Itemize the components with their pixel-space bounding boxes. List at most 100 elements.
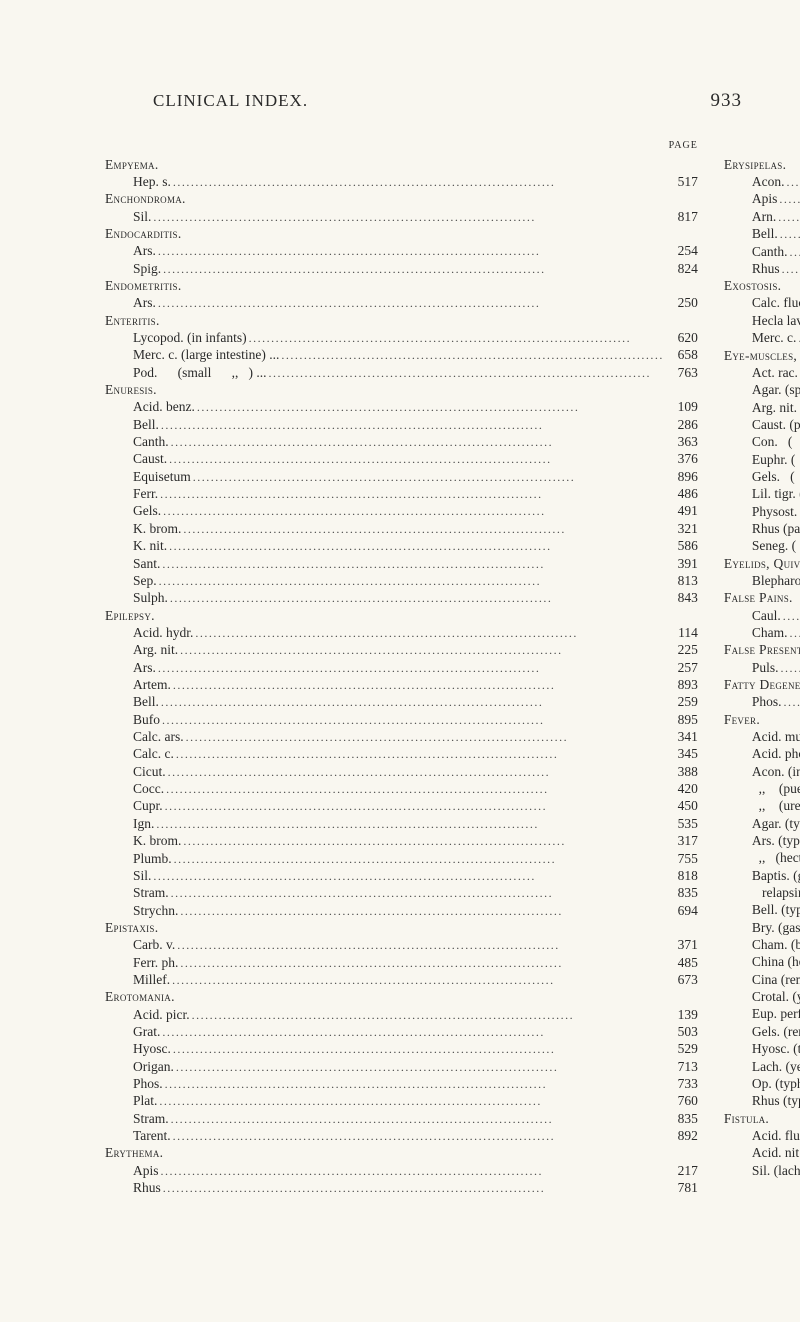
index-entry: Acid. hydr.114 [105, 624, 698, 641]
entry-label: Fatty Degeneration. [724, 676, 800, 693]
entry-label: Apis [752, 190, 778, 207]
entry-label: Empyema. [105, 156, 159, 173]
entry-page: 760 [666, 1092, 698, 1109]
leader-dots [171, 175, 666, 190]
entry-label: Strychn. [133, 902, 178, 919]
index-heading: False Presentation. [724, 641, 800, 658]
index-entry: Acid. phos. ( ,, )135 [724, 745, 800, 762]
leader-dots [787, 245, 800, 260]
entry-label: Euphr. ( ,, ) [752, 451, 800, 468]
leader-dots [156, 296, 666, 311]
entry-label: Physost. (ciliary spasm) [752, 503, 800, 520]
leader-dots [178, 643, 666, 658]
entry-label: Stram. [133, 884, 169, 901]
index-entry: Arg. nit.225 [105, 641, 698, 658]
index-heading: Erotomania. [105, 988, 698, 1005]
leader-dots [161, 504, 666, 519]
entry-label: Acid. hydr. [133, 624, 193, 641]
leader-dots [778, 227, 800, 242]
index-entry: Sil. (lachr.)819 [724, 1162, 800, 1179]
leader-dots [169, 1112, 666, 1127]
entry-label: Fever. [724, 711, 760, 728]
entry-label: Rhus [752, 260, 780, 277]
entry-label: Bufo [133, 711, 160, 728]
entry-page: 733 [666, 1075, 698, 1092]
leader-dots [171, 1129, 666, 1144]
entry-label: Sant. [133, 555, 160, 572]
entry-label: Epistaxis. [105, 919, 158, 936]
index-entry: Spig.824 [105, 260, 698, 277]
leader-dots [158, 487, 666, 502]
entry-label: Calc. c. [133, 745, 174, 762]
entry-label: Tarent. [133, 1127, 171, 1144]
entry-label: Hep. s. [133, 173, 171, 190]
entry-label: China (hectic) [752, 953, 800, 970]
entry-label: Spig. [133, 260, 161, 277]
index-heading: Exostosis. [724, 277, 800, 294]
leader-dots [178, 956, 665, 971]
entry-page: 491 [666, 502, 698, 519]
index-entry: Rhus781 [724, 260, 800, 277]
entry-page: 835 [666, 1110, 698, 1127]
entry-label: Eup. perf. (bilious) [752, 1005, 800, 1022]
running-title: CLINICAL INDEX. [153, 91, 308, 111]
entry-label: Sep. [133, 572, 157, 589]
index-entry: Lycopod. (in infants)620 [105, 329, 698, 346]
index-entry: Bell.286 [105, 416, 698, 433]
index-entry: Merc. c. (large intestine) ...658 [105, 346, 698, 363]
index-entry: Baptis. (gastric, typhoid, and [724, 867, 800, 884]
index-entry: Rhus (typhoid)784 [724, 1092, 800, 1109]
entry-page: 376 [666, 450, 698, 467]
entry-page: 321 [666, 520, 698, 537]
index-entry: Act. rac. (myalgia)170 [724, 364, 800, 381]
index-entry: Ign.535 [105, 815, 698, 832]
entry-label: Op. (typhus) [752, 1075, 800, 1092]
leader-dots [174, 747, 666, 762]
entry-label: False Presentation. [724, 641, 800, 658]
entry-page: 363 [666, 433, 698, 450]
entry-label: Cham. (bilious) [752, 936, 800, 953]
leader-dots [161, 1181, 666, 1196]
entry-label: Cicut. [133, 763, 166, 780]
entry-label: Merc. c. [752, 329, 797, 346]
index-entry: Carb. v.371 [105, 936, 698, 953]
entry-page: 818 [666, 867, 698, 884]
index-entry: Agar. (typhus)177 [724, 815, 800, 832]
leader-dots [160, 713, 666, 728]
index-entry: Eup. perf. (bilious)476 [724, 1005, 800, 1022]
index-entry: Physost. (ciliary spasm)720 [724, 503, 800, 520]
entry-page: 503 [666, 1023, 698, 1040]
entry-label: Arg. nit. (ciliary paresis) ... [752, 399, 800, 416]
index-heading: Endocarditis. [105, 225, 698, 242]
entry-label: relapsing) [752, 884, 800, 901]
leader-dots [184, 730, 666, 745]
entry-label: ,, (puerperal) [752, 780, 800, 797]
entry-page: 286 [666, 416, 698, 433]
index-entry: Ars.250 [105, 294, 698, 311]
index-entry: Stram.835 [105, 884, 698, 901]
entry-label: Cupr. [133, 797, 163, 814]
entry-page: 254 [666, 242, 698, 259]
page-number: 933 [711, 90, 743, 112]
entry-label: Plat. [133, 1092, 157, 1109]
entry-label: Endometritis. [105, 277, 182, 294]
leader-dots [174, 1060, 666, 1075]
index-heading: Fever. [724, 711, 800, 728]
entry-page: 341 [666, 728, 698, 745]
entry-page: 485 [666, 954, 698, 971]
entry-label: Sil. [133, 867, 151, 884]
entry-label: Ars. [133, 294, 156, 311]
leader-dots [169, 886, 666, 901]
entry-label: Bell. (typhoid) [752, 901, 800, 918]
entry-label: Enuresis. [105, 381, 157, 398]
entry-label: Bell. [133, 693, 159, 710]
index-entry: Hecla lava900 [724, 312, 800, 329]
leader-dots [167, 452, 666, 467]
index-entry: Plumb.755 [105, 850, 698, 867]
index-entry: Acon. (inflammatory)154 [724, 763, 800, 780]
leader-dots [796, 331, 800, 346]
entry-page: 391 [666, 555, 698, 572]
index-entry: Origan.713 [105, 1058, 698, 1075]
entry-page: 535 [666, 815, 698, 832]
entry-label: Erysipelas. [724, 156, 786, 173]
